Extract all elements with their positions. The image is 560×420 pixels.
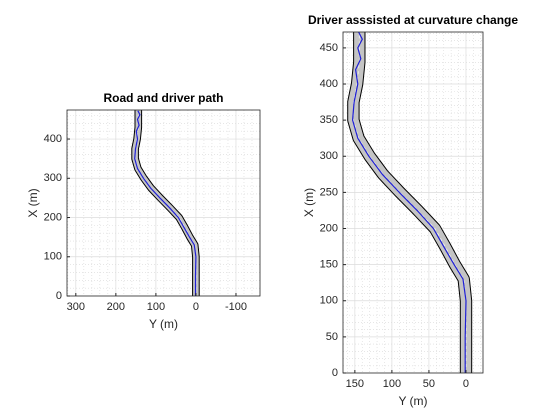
- y-tick-label: 200: [44, 211, 62, 223]
- y-tick-label: 250: [320, 186, 338, 198]
- x-tick-label: 100: [383, 378, 401, 390]
- y-tick-label: 100: [320, 295, 338, 307]
- y-tick-label: 100: [44, 251, 62, 263]
- plot: [343, 32, 483, 373]
- y-tick-label: 150: [320, 259, 338, 271]
- x-tick-label: 0: [193, 301, 199, 313]
- y-tick-label: 400: [320, 78, 338, 90]
- y-tick-label: 0: [56, 290, 62, 302]
- axes-box: [66, 109, 261, 297]
- chart-title: Road and driver path: [103, 91, 223, 105]
- driver-path: [352, 32, 467, 373]
- chart-title: Driver asssisted at curvature change: [308, 13, 518, 27]
- y-axis-label: X (m): [302, 188, 316, 217]
- x-tick-label: 100: [147, 301, 165, 313]
- x-tick-label: 150: [346, 378, 364, 390]
- x-tick-label: -100: [225, 301, 247, 313]
- y-tick-label: 300: [320, 150, 338, 162]
- y-tick-label: 350: [320, 114, 338, 126]
- y-tick-label: 450: [320, 42, 338, 54]
- y-tick-label: 300: [44, 172, 62, 184]
- y-axis-label: X (m): [26, 188, 40, 217]
- x-tick-label: 50: [423, 378, 435, 390]
- driver-path: [134, 110, 197, 296]
- y-tick-label: 400: [44, 133, 62, 145]
- x-tick-label: 300: [67, 301, 85, 313]
- x-tick-label: 0: [463, 378, 469, 390]
- x-axis-label: Y (m): [149, 317, 178, 331]
- y-tick-label: 200: [320, 222, 338, 234]
- axes-box: [342, 31, 484, 374]
- x-tick-label: 200: [107, 301, 125, 313]
- x-axis-label: Y (m): [398, 394, 427, 408]
- plot: [67, 110, 260, 296]
- y-tick-label: 0: [332, 367, 338, 379]
- y-tick-label: 50: [326, 331, 338, 343]
